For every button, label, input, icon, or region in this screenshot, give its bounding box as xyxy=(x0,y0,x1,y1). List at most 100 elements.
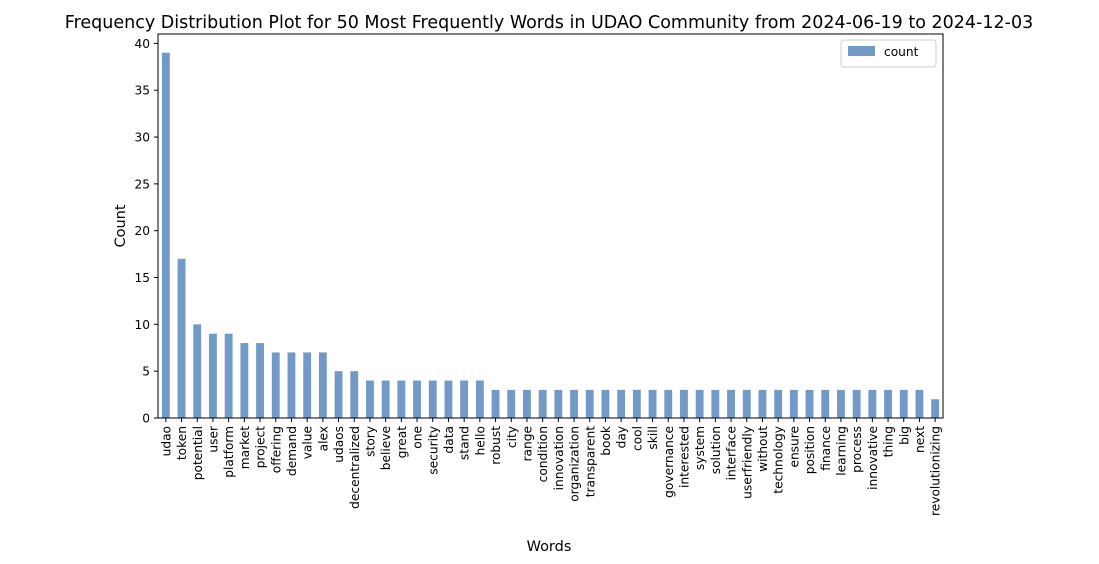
x-tick-label: robust xyxy=(489,426,503,465)
y-tick-label: 35 xyxy=(134,84,150,98)
bar-day xyxy=(617,389,626,418)
bar-organization xyxy=(570,389,578,418)
x-tick-label: process xyxy=(850,426,864,473)
bar-market xyxy=(240,343,249,418)
bar-decentralized xyxy=(350,371,359,418)
x-tick-label: one xyxy=(411,426,425,449)
bar-offering xyxy=(271,352,280,418)
bar-great xyxy=(397,380,406,418)
x-tick-label: day xyxy=(615,426,629,448)
x-tick-label: data xyxy=(442,426,456,453)
x-tick-label: without xyxy=(756,426,770,472)
x-tick-label: position xyxy=(803,426,817,474)
bar-one xyxy=(413,380,421,418)
x-tick-label: interface xyxy=(725,426,739,480)
x-tick-label: stand xyxy=(458,426,472,460)
x-tick-label: offering xyxy=(269,426,283,473)
bar-transparent xyxy=(585,389,594,418)
x-tick-label: market xyxy=(238,426,252,469)
y-tick-label: 40 xyxy=(134,37,150,51)
bar-learning xyxy=(837,389,845,418)
y-tick-label: 25 xyxy=(134,177,150,191)
y-tick-label: 30 xyxy=(134,131,150,145)
x-tick-label: hello xyxy=(473,426,487,455)
x-tick-label: solution xyxy=(709,426,723,474)
bar-ensure xyxy=(789,389,798,418)
bar-finance xyxy=(821,389,830,418)
plot-frame xyxy=(157,33,944,419)
y-tick-label: 0 xyxy=(142,412,150,426)
bar-process xyxy=(852,389,861,418)
x-tick-label: condition xyxy=(536,426,550,482)
bar-skill xyxy=(648,389,657,418)
x-tick-label: platform xyxy=(222,426,236,478)
bar-project xyxy=(256,343,264,418)
x-axis-label: Words xyxy=(527,539,572,555)
bar-token xyxy=(177,258,186,418)
x-ticks-group: udao token potential user platform market proj… xyxy=(159,418,943,516)
bar-next xyxy=(915,389,924,418)
x-tick-label: udao xyxy=(159,426,173,456)
x-tick-label: learning xyxy=(834,426,848,476)
bar-userfriendly xyxy=(742,389,751,418)
x-tick-label: cool xyxy=(630,426,644,451)
bar-solution xyxy=(711,389,720,418)
bar-without xyxy=(758,389,767,418)
chart-title: Frequency Distribution Plot for 50 Most … xyxy=(65,13,1033,33)
legend-swatch xyxy=(848,46,875,56)
bar-platform xyxy=(224,333,233,418)
y-tick-label: 5 xyxy=(142,365,150,379)
y-ticks-group: 0 5 10 15 20 25 30 35 40 xyxy=(134,37,158,426)
x-tick-label: believe xyxy=(379,426,393,470)
bar-potential xyxy=(193,324,202,418)
x-tick-label: decentralized xyxy=(348,426,362,509)
bar-robust xyxy=(491,389,500,418)
bar-believe xyxy=(381,380,390,418)
y-tick-label: 20 xyxy=(134,224,150,238)
x-tick-label: big xyxy=(897,426,911,445)
x-tick-label: project xyxy=(254,426,268,469)
x-tick-label: security xyxy=(426,426,440,475)
bar-technology xyxy=(774,389,783,418)
bar-alex xyxy=(318,352,327,418)
bar-demand xyxy=(287,352,296,418)
x-tick-label: value xyxy=(301,426,315,459)
bar-revolutionizing xyxy=(931,399,940,418)
bar-cool xyxy=(632,389,641,418)
x-tick-label: thing xyxy=(882,426,896,457)
bar-value xyxy=(303,352,312,418)
x-tick-label: finance xyxy=(819,426,833,471)
bar-city xyxy=(507,389,516,418)
bar-position xyxy=(805,389,814,418)
x-tick-label: range xyxy=(520,426,534,461)
bar-security xyxy=(428,380,437,418)
x-tick-label: great xyxy=(395,426,409,458)
bar-condition xyxy=(538,389,547,418)
x-tick-label: system xyxy=(693,426,707,470)
bar-system xyxy=(695,389,704,418)
x-tick-label: user xyxy=(206,425,220,453)
bar-interested xyxy=(680,389,688,418)
x-tick-label: book xyxy=(599,425,613,456)
bar-innovation xyxy=(554,389,563,418)
bar-governance xyxy=(664,389,673,418)
x-tick-label: token xyxy=(175,426,189,460)
bar-book xyxy=(601,389,610,418)
bar-hello xyxy=(475,380,484,418)
x-tick-label: userfriendly xyxy=(740,426,754,499)
legend: count xyxy=(840,39,937,68)
bar-user xyxy=(209,333,217,418)
x-tick-label: governance xyxy=(662,426,676,498)
y-tick-label: 10 xyxy=(134,318,150,332)
bar-interface xyxy=(727,389,735,418)
x-tick-label: technology xyxy=(772,426,786,494)
bar-data xyxy=(444,380,453,418)
bar-innovative xyxy=(868,389,877,418)
x-tick-label: innovation xyxy=(552,426,566,490)
x-tick-label: demand xyxy=(285,426,299,476)
x-tick-label: revolutionizing xyxy=(929,426,943,516)
x-tick-label: next xyxy=(913,426,927,453)
bars-group xyxy=(161,52,940,418)
bar-story xyxy=(366,380,374,418)
